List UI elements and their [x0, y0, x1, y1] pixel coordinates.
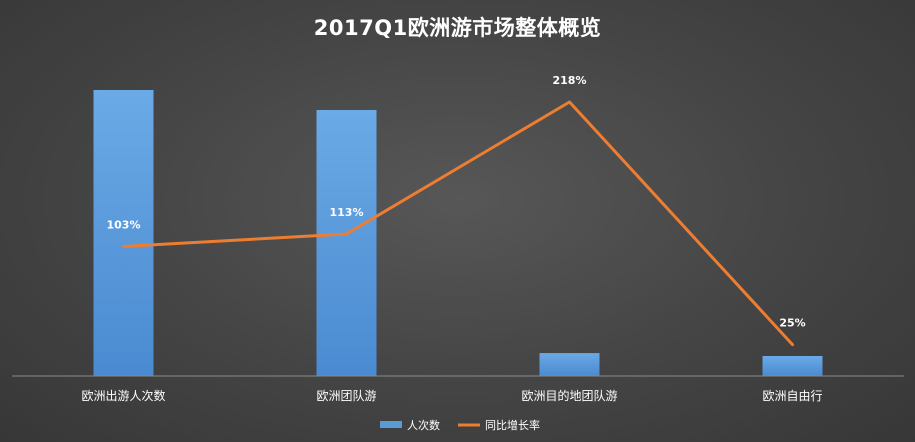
bar-3: [762, 356, 823, 376]
labels-layer: 103% 113% 218% 25%: [107, 74, 806, 330]
legend: 人次数 同比增长率: [380, 418, 540, 432]
bar-2: [539, 353, 600, 376]
category-label-1: 欧洲团队游: [316, 388, 376, 403]
chart-title: 2017Q1欧洲游市场整体概览: [313, 16, 602, 40]
line-layer: [122, 100, 794, 347]
data-label-2: 218%: [553, 74, 587, 87]
category-label-3: 欧洲自由行: [762, 389, 822, 403]
bar-1: [316, 110, 377, 376]
legend-label-line: 同比增长率: [485, 418, 540, 432]
category-label-2: 欧洲目的地团队游: [521, 388, 617, 403]
category-label-0: 欧洲出游人次数: [81, 388, 165, 403]
bar-0: [93, 90, 154, 376]
bars-layer: [93, 90, 823, 376]
data-label-3: 25%: [779, 317, 805, 330]
growth-rate-line: [122, 100, 794, 347]
category-labels: 欧洲出游人次数 欧洲团队游 欧洲目的地团队游 欧洲自由行: [81, 388, 822, 403]
data-label-0: 103%: [107, 219, 141, 232]
legend-swatch-bar: [380, 421, 402, 428]
legend-label-bar: 人次数: [407, 418, 440, 432]
data-label-1: 113%: [330, 206, 364, 219]
